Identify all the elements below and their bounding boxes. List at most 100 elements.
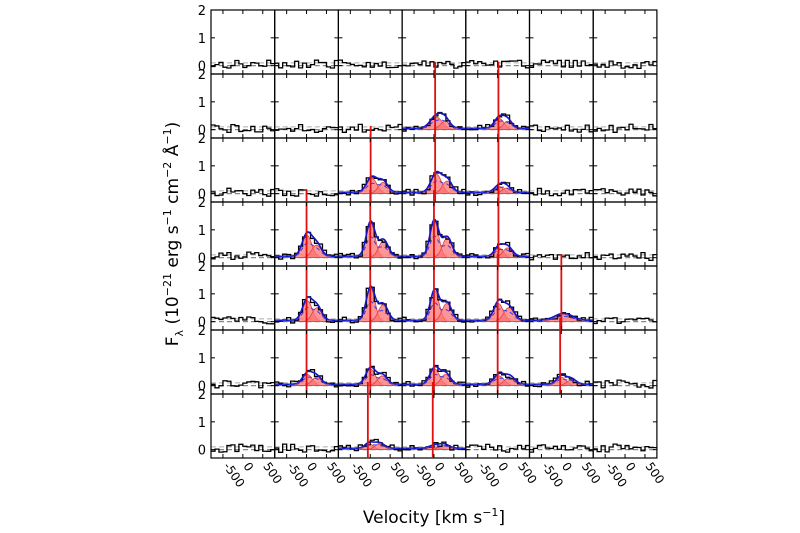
x-tick-label: 500 bbox=[579, 460, 604, 487]
observed-spectrum bbox=[274, 124, 339, 133]
x-tick-label: -500 bbox=[348, 460, 375, 490]
panel-frame bbox=[274, 73, 340, 139]
y-tick-label: 2 bbox=[198, 324, 206, 339]
panel-r0-c0 bbox=[210, 9, 276, 75]
observed-spectrum bbox=[593, 188, 657, 197]
y-tick-label: 1 bbox=[198, 416, 206, 431]
x-tick-label: 0 bbox=[304, 460, 320, 474]
panel-r2-c6 bbox=[592, 137, 658, 203]
y-tick-label: 0 bbox=[198, 188, 206, 203]
y-tick-label: 0 bbox=[198, 60, 206, 75]
component-fit-dashed bbox=[465, 248, 530, 257]
observed-spectrum bbox=[274, 443, 339, 453]
panel-frame bbox=[210, 393, 276, 459]
y-tick-label: 0 bbox=[198, 380, 206, 395]
observed-spectrum bbox=[593, 60, 657, 70]
observed-spectrum bbox=[529, 59, 594, 68]
panel-r5-c3 bbox=[401, 318, 467, 395]
panel-r6-c5 bbox=[528, 393, 594, 459]
observed-spectrum bbox=[529, 187, 594, 197]
y-tick-label: 2 bbox=[198, 132, 206, 147]
y-tick-label: 1 bbox=[198, 352, 206, 367]
panel-r5-c1 bbox=[274, 318, 340, 395]
x-tick-label: 500 bbox=[642, 460, 667, 487]
x-tick-label: 500 bbox=[260, 460, 285, 487]
x-tick-label: 0 bbox=[623, 460, 639, 474]
panel-r6-c4 bbox=[465, 393, 531, 459]
panel-r3-c0 bbox=[210, 201, 276, 267]
x-tick-label: -500 bbox=[284, 460, 311, 490]
y-tick-label: 2 bbox=[198, 260, 206, 275]
panel-r1-c5 bbox=[528, 73, 594, 139]
x-tick-label: 500 bbox=[451, 460, 476, 487]
panel-r2-c5 bbox=[528, 137, 594, 203]
panel-r5-c0 bbox=[210, 329, 276, 395]
observed-spectrum bbox=[593, 379, 657, 389]
observed-spectrum bbox=[211, 251, 275, 261]
panel-r0-c6 bbox=[592, 9, 658, 75]
x-tick-label: -500 bbox=[475, 460, 502, 490]
y-tick-label: 0 bbox=[198, 316, 206, 331]
observed-spectrum bbox=[211, 316, 275, 325]
panel-r1-c6 bbox=[592, 73, 658, 139]
component-fit-dashed bbox=[529, 315, 594, 321]
x-tick-label: -500 bbox=[412, 460, 439, 490]
panel-r3-c2 bbox=[337, 190, 403, 267]
x-tick-label: 0 bbox=[240, 460, 256, 474]
y-tick-label: 2 bbox=[198, 196, 206, 211]
y-tick-label: 0 bbox=[198, 124, 206, 139]
observed-spectrum bbox=[211, 380, 275, 389]
observed-spectrum bbox=[274, 59, 339, 69]
y-tick-label: 1 bbox=[198, 96, 206, 111]
panel-r2-c0 bbox=[210, 137, 276, 203]
x-tick-label: 0 bbox=[495, 460, 511, 474]
y-tick-label: 1 bbox=[198, 288, 206, 303]
x-tick-label: 0 bbox=[559, 460, 575, 474]
y-tick-label: 2 bbox=[198, 388, 206, 403]
x-tick-label: 0 bbox=[368, 460, 384, 474]
x-axis-label: Velocity [km s−1] bbox=[363, 506, 505, 528]
panel-r6-c2 bbox=[337, 382, 403, 459]
component-fit-dashed bbox=[402, 445, 466, 449]
y-tick-label: 2 bbox=[198, 4, 206, 19]
panel-r4-c0 bbox=[210, 265, 276, 331]
component-fit-dashed bbox=[529, 378, 594, 385]
x-tick-label: 0 bbox=[431, 460, 447, 474]
observed-spectrum bbox=[593, 443, 657, 453]
panel-r6-c3 bbox=[401, 382, 467, 459]
panel-r0-c5 bbox=[528, 9, 594, 75]
panel-r5-c6 bbox=[592, 329, 658, 395]
x-tick-label: -500 bbox=[220, 460, 247, 490]
panel-r1-c3 bbox=[401, 62, 467, 139]
panel-frame bbox=[528, 137, 594, 203]
panel-r6-c1 bbox=[274, 393, 340, 459]
panel-r1-c0 bbox=[210, 73, 276, 139]
x-tick-label: 500 bbox=[515, 460, 540, 487]
y-tick-label: 1 bbox=[198, 160, 206, 175]
component-fit-dashed bbox=[465, 377, 530, 385]
observed-spectrum bbox=[338, 59, 403, 69]
observed-spectrum bbox=[529, 124, 594, 133]
y-tick-label: 2 bbox=[198, 68, 206, 83]
component-fit-dashed bbox=[465, 186, 530, 193]
panel-r5-c4 bbox=[465, 318, 531, 395]
observed-spectrum bbox=[529, 444, 594, 453]
component-fit-dashed bbox=[274, 376, 339, 385]
observed-spectrum bbox=[211, 187, 275, 197]
observed-spectrum bbox=[402, 60, 466, 69]
panel-frame bbox=[592, 329, 658, 395]
panel-r1-c1 bbox=[274, 73, 340, 139]
observed-spectrum bbox=[593, 251, 657, 262]
component-fit-dashed bbox=[402, 180, 466, 193]
component-fit-dashed bbox=[465, 120, 530, 129]
panel-r4-c1 bbox=[274, 254, 340, 331]
panel-r4-c6 bbox=[592, 265, 658, 331]
component-fit-dashed bbox=[338, 182, 403, 193]
component-fit-dashed bbox=[402, 302, 466, 321]
panel-r5-c2 bbox=[337, 318, 403, 395]
panel-r6-c6 bbox=[592, 393, 658, 459]
y-tick-label: 1 bbox=[198, 224, 206, 239]
panel-r3-c6 bbox=[592, 201, 658, 267]
observed-spectrum bbox=[529, 373, 594, 388]
